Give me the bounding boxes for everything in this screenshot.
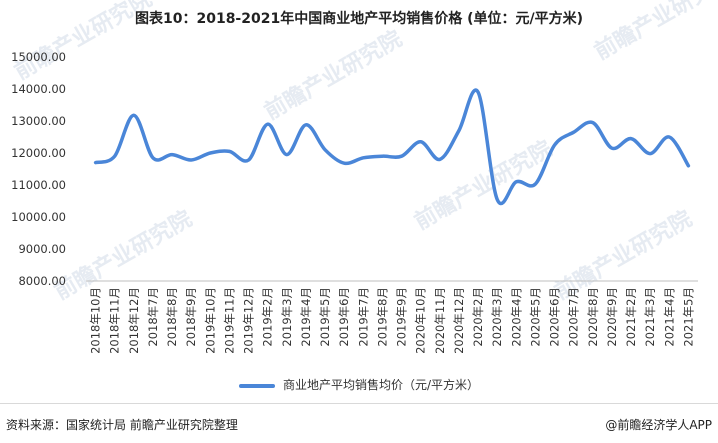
watermark-text: 前瞻产业研究院 bbox=[260, 26, 406, 126]
y-tick-label: 12000.00 bbox=[11, 146, 66, 160]
x-tick-label: 2020年6月 bbox=[548, 287, 562, 347]
x-tick-label: 2019年6月 bbox=[337, 287, 351, 347]
x-tick-label: 2019年8月 bbox=[375, 287, 389, 347]
legend-label: 商业地产平均销售均价（元/平方米） bbox=[282, 378, 480, 392]
y-tick-label: 8000.00 bbox=[18, 274, 66, 288]
y-tick-label: 15000.00 bbox=[11, 50, 66, 64]
chart-title: 图表10：2018-2021年中国商业地产平均销售价格 (单位：元/平方米) bbox=[134, 11, 583, 27]
x-tick-label: 2020年12月 bbox=[452, 287, 466, 354]
x-axis: 2018年10月 2018年11月 2018年12月 2018年7月 2018年8月 20… bbox=[86, 280, 698, 354]
x-tick-label: 2020年11月 bbox=[433, 287, 447, 354]
x-tick-label: 2019年9月 bbox=[395, 287, 409, 347]
x-tick-label: 2020年5月 bbox=[528, 287, 542, 347]
footer-divider bbox=[0, 403, 718, 404]
x-tick-label: 2019年4月 bbox=[299, 287, 313, 347]
x-tick-label: 2021年5月 bbox=[681, 287, 695, 347]
x-tick-label: 2020年8月 bbox=[586, 287, 600, 347]
y-tick-label: 13000.00 bbox=[11, 114, 66, 128]
x-tick-label: 2020年10月 bbox=[414, 287, 428, 354]
x-tick-label: 2019年12月 bbox=[242, 287, 256, 354]
x-tick-label: 2020年2月 bbox=[471, 287, 485, 347]
source-note: 资料来源：国家统计局 前瞻产业研究院整理 bbox=[6, 418, 238, 432]
x-tick-label: 2019年11月 bbox=[222, 287, 236, 354]
y-tick-label: 10000.00 bbox=[11, 210, 66, 224]
x-tick-label: 2019年2月 bbox=[261, 287, 275, 347]
x-tick-label: 2019年3月 bbox=[280, 287, 294, 347]
x-tick-label: 2021年2月 bbox=[624, 287, 638, 347]
x-tick-label: 2018年11月 bbox=[108, 287, 122, 354]
y-axis: 15000.00 14000.00 13000.00 12000.00 11000.00… bbox=[11, 50, 66, 288]
legend-line-marker bbox=[238, 383, 275, 388]
x-tick-label: 2020年7月 bbox=[567, 287, 581, 347]
x-tick-label: 2021年3月 bbox=[643, 287, 657, 347]
y-tick-label: 9000.00 bbox=[18, 242, 66, 256]
legend: 商业地产平均销售均价（元/平方米） bbox=[0, 376, 718, 393]
credit-note: @前瞻经济学人APP bbox=[605, 418, 712, 432]
x-tick-label: 2018年7月 bbox=[146, 287, 160, 347]
y-tick-label: 11000.00 bbox=[11, 178, 66, 192]
x-tick-label: 2018年9月 bbox=[184, 287, 198, 347]
x-tick-label: 2018年8月 bbox=[165, 287, 179, 347]
x-tick-label: 2020年9月 bbox=[605, 287, 619, 347]
y-tick-label: 14000.00 bbox=[11, 82, 66, 96]
x-tick-label: 2020年4月 bbox=[509, 287, 523, 347]
series-line bbox=[93, 88, 691, 206]
x-tick-label: 2020年3月 bbox=[490, 287, 504, 347]
x-tick-label: 2021年4月 bbox=[662, 287, 676, 347]
x-tick-label: 2019年7月 bbox=[356, 287, 370, 347]
x-tick-label: 2019年10月 bbox=[203, 287, 217, 354]
x-tick-label: 2018年10月 bbox=[89, 287, 103, 354]
x-tick-label: 2018年12月 bbox=[127, 287, 141, 354]
x-tick-label: 2019年5月 bbox=[318, 287, 332, 347]
